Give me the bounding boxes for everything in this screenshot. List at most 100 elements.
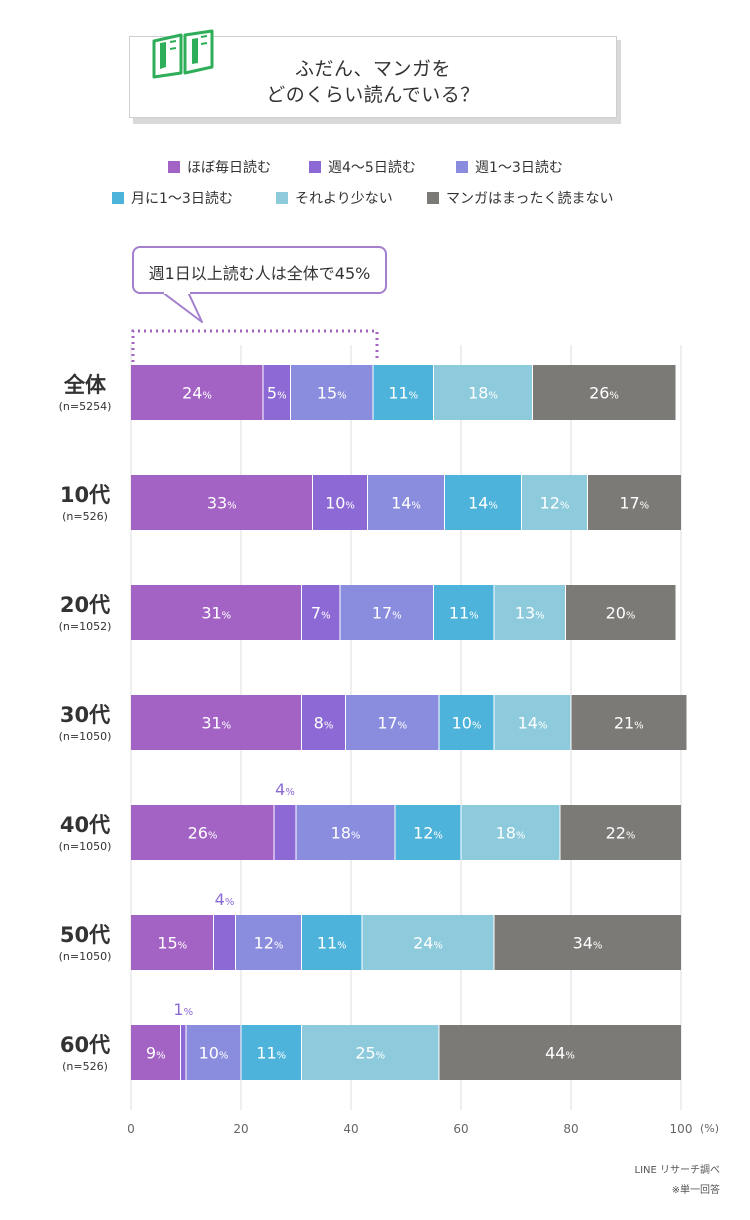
bar-segment: [263, 365, 291, 420]
bar-value-label: 24%: [182, 384, 212, 403]
bar-value-label: 44%: [545, 1044, 575, 1063]
bar-segment: [565, 585, 676, 640]
bar-segment: [301, 1025, 439, 1080]
row-sample-size: (n=1052): [58, 620, 112, 633]
bar-value-label: 9%: [146, 1044, 166, 1063]
bar-value-label: 4%: [275, 780, 295, 799]
row-sample-size: (n=1050): [58, 950, 112, 963]
legend-swatch: [276, 192, 288, 204]
legend-swatch: [168, 161, 180, 173]
row-label: 50代: [59, 923, 111, 947]
bar-value-label: 14%: [391, 494, 421, 513]
legend-swatch: [309, 161, 321, 173]
bar-value-label: 4%: [215, 890, 235, 909]
x-tick-label: 80: [563, 1122, 579, 1136]
legend-item: 月に1～3日読む: [112, 188, 233, 208]
bar-segment: [340, 585, 434, 640]
row-label: 10代: [59, 483, 111, 507]
legend-item: ほぼ毎日読む: [168, 157, 271, 177]
bar-segment: [373, 365, 434, 420]
bar-segment: [131, 585, 302, 640]
legend-label: 週1～3日読む: [475, 160, 563, 176]
bar-segment: [494, 915, 681, 970]
bar-value-label: 7%: [311, 604, 331, 623]
bar-value-label: 13%: [515, 604, 545, 623]
bar-value-label: 26%: [188, 824, 218, 843]
bar-segment: [433, 585, 494, 640]
bar-segment: [131, 805, 274, 860]
x-tick-label: 100: [669, 1122, 693, 1136]
bar-value-label: 15%: [157, 934, 187, 953]
bar-segment: [312, 475, 368, 530]
bar-segment: [521, 475, 588, 530]
x-axis-unit: (%): [700, 1122, 720, 1135]
bar-segment: [241, 1025, 302, 1080]
row-label: 40代: [59, 813, 111, 837]
bar-segment: [587, 475, 681, 530]
chart-title-line-1: ふだん、マンガを: [294, 58, 451, 80]
legend-item: マンガはまったく読まない: [427, 188, 613, 208]
legend-label: マンガはまったく読まない: [446, 191, 614, 207]
bar-segment: [131, 1025, 181, 1080]
bar-segment: [274, 805, 296, 860]
bar-segment: [439, 695, 494, 750]
bar-value-label: 1%: [173, 1000, 193, 1019]
bar-value-label: 12%: [254, 934, 284, 953]
bar-segment: [433, 365, 533, 420]
legend-item: 週4～5日読む: [309, 157, 416, 177]
open-book-icon: [152, 29, 214, 79]
legend-item: 週1～3日読む: [456, 157, 563, 177]
bar-value-label: 12%: [413, 824, 443, 843]
bar-segment: [571, 695, 687, 750]
bar-segment: [560, 805, 681, 860]
callout-box: 週1日以上読む人は全体で45%: [132, 246, 387, 294]
bar-value-label: 31%: [201, 714, 231, 733]
bar-value-label: 15%: [317, 384, 347, 403]
row-label: 30代: [59, 703, 111, 727]
bar-segment: [186, 1025, 241, 1080]
row-sample-size: (n=526): [62, 510, 108, 523]
legend-swatch: [427, 192, 439, 204]
legend-swatch: [456, 161, 468, 173]
bar-value-label: 20%: [606, 604, 636, 623]
bar-value-label: 14%: [468, 494, 498, 513]
x-tick-label: 40: [343, 1122, 359, 1136]
bar-segment: [532, 365, 676, 420]
bar-value-label: 17%: [377, 714, 407, 733]
answer-note: ※単一回答: [671, 1185, 720, 1196]
row-sample-size: (n=1050): [58, 730, 112, 743]
bar-segment: [494, 585, 566, 640]
bar-segment: [131, 475, 313, 530]
bar-segment: [301, 695, 346, 750]
bar-segment: [461, 805, 560, 860]
bar-value-label: 10%: [325, 494, 355, 513]
legend-swatch: [112, 192, 124, 204]
bar-segment: [235, 915, 302, 970]
bar-value-label: 17%: [372, 604, 402, 623]
row-label: 60代: [59, 1033, 111, 1057]
bar-segment: [131, 365, 263, 420]
bar-value-label: 26%: [589, 384, 619, 403]
legend-label: それより少ない: [295, 191, 393, 207]
legend-label: 月に1～3日読む: [131, 191, 233, 207]
bar-segment: [296, 805, 395, 860]
legend-label: 週4～5日読む: [328, 160, 416, 176]
bar-value-label: 34%: [573, 934, 603, 953]
bar-segment: [180, 1025, 186, 1080]
chart-title-line-2: どのくらい読んでいる？: [266, 84, 480, 106]
bar-segment: [395, 805, 461, 860]
bar-segment: [439, 1025, 681, 1080]
bar-value-label: 12%: [540, 494, 570, 513]
bar-value-label: 17%: [619, 494, 649, 513]
bar-value-label: 11%: [256, 1044, 286, 1063]
bar-value-label: 11%: [317, 934, 347, 953]
x-tick-label: 60: [453, 1122, 469, 1136]
x-tick-label: 20: [233, 1122, 249, 1136]
bar-value-label: 11%: [449, 604, 479, 623]
bar-value-label: 22%: [606, 824, 636, 843]
bar-value-label: 24%: [413, 934, 443, 953]
row-sample-size: (n=1050): [58, 840, 112, 853]
bar-segment: [301, 585, 340, 640]
x-tick-label: 0: [127, 1122, 135, 1136]
bar-segment: [131, 915, 214, 970]
